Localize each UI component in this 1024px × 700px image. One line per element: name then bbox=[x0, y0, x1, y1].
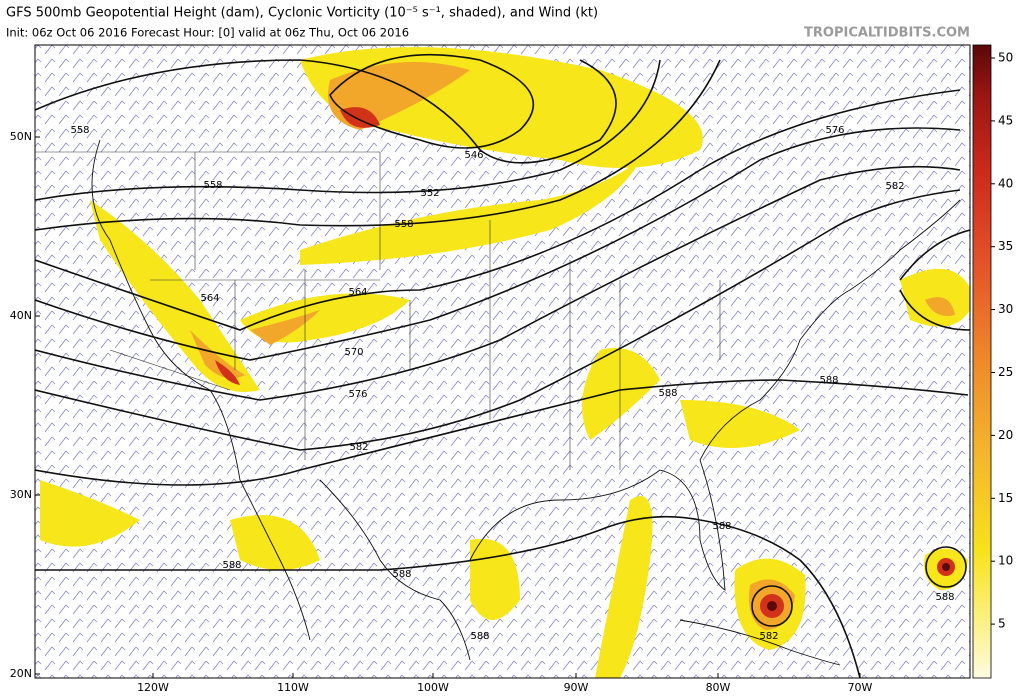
contour-label: 564 bbox=[200, 293, 219, 304]
contour-label: 576 bbox=[825, 125, 844, 136]
contour-label: 588 bbox=[658, 388, 677, 399]
contour-label: 588 bbox=[935, 592, 954, 603]
contour-label: 582 bbox=[885, 181, 904, 192]
lon-label: 90W bbox=[564, 681, 589, 694]
contour-label: 588 bbox=[222, 560, 241, 571]
colorbar-tick-label: 30 bbox=[998, 302, 1013, 316]
colorbar-tick-label: 5 bbox=[998, 617, 1006, 631]
lon-label: 70W bbox=[848, 681, 873, 694]
lon-label: 110W bbox=[277, 681, 309, 694]
contour-label: 588 bbox=[712, 521, 731, 532]
colorbar-tick-label: 15 bbox=[998, 491, 1013, 505]
lon-label: 120W bbox=[137, 681, 169, 694]
contour-label: 588 bbox=[392, 569, 411, 580]
colorbar-tick-label: 40 bbox=[998, 176, 1013, 190]
contour-label: 558 bbox=[203, 180, 222, 191]
contour-label: 582 bbox=[759, 631, 778, 642]
colorbar-tick-label: 50 bbox=[998, 51, 1013, 65]
subtitle: Init: 06z Oct 06 2016 Forecast Hour: [0]… bbox=[6, 26, 409, 40]
lat-label: 30N bbox=[10, 488, 32, 501]
colorbar-tick-label: 35 bbox=[998, 239, 1013, 253]
lat-label: 40N bbox=[10, 309, 32, 322]
contour-label: 588 bbox=[470, 631, 489, 642]
colorbar-tick-label: 10 bbox=[998, 554, 1013, 568]
map-area bbox=[35, 45, 970, 678]
lat-label: 50N bbox=[10, 130, 32, 143]
contour-label: 576 bbox=[348, 389, 367, 400]
colorbar-tick-label: 20 bbox=[998, 428, 1013, 442]
map-frame bbox=[34, 44, 971, 679]
contour-label: 546 bbox=[464, 150, 483, 161]
contour-label: 552 bbox=[420, 188, 439, 199]
contour-label: 582 bbox=[349, 442, 368, 453]
contour-label: 588 bbox=[819, 375, 838, 386]
lat-label: 20N bbox=[10, 667, 32, 680]
lon-label: 80W bbox=[706, 681, 731, 694]
colorbar-tick-label: 45 bbox=[998, 113, 1013, 127]
lon-label: 100W bbox=[417, 681, 449, 694]
colorbar-tick-label: 25 bbox=[998, 365, 1013, 379]
contour-label: 570 bbox=[344, 347, 363, 358]
contour-label: 558 bbox=[70, 125, 89, 136]
colorbar bbox=[972, 44, 992, 679]
contour-label: 558 bbox=[394, 219, 413, 230]
title: GFS 500mb Geopotential Height (dam), Cyc… bbox=[6, 6, 598, 21]
watermark: TROPICALTIDBITS.COM bbox=[804, 26, 970, 41]
contour-label: 564 bbox=[348, 287, 367, 298]
